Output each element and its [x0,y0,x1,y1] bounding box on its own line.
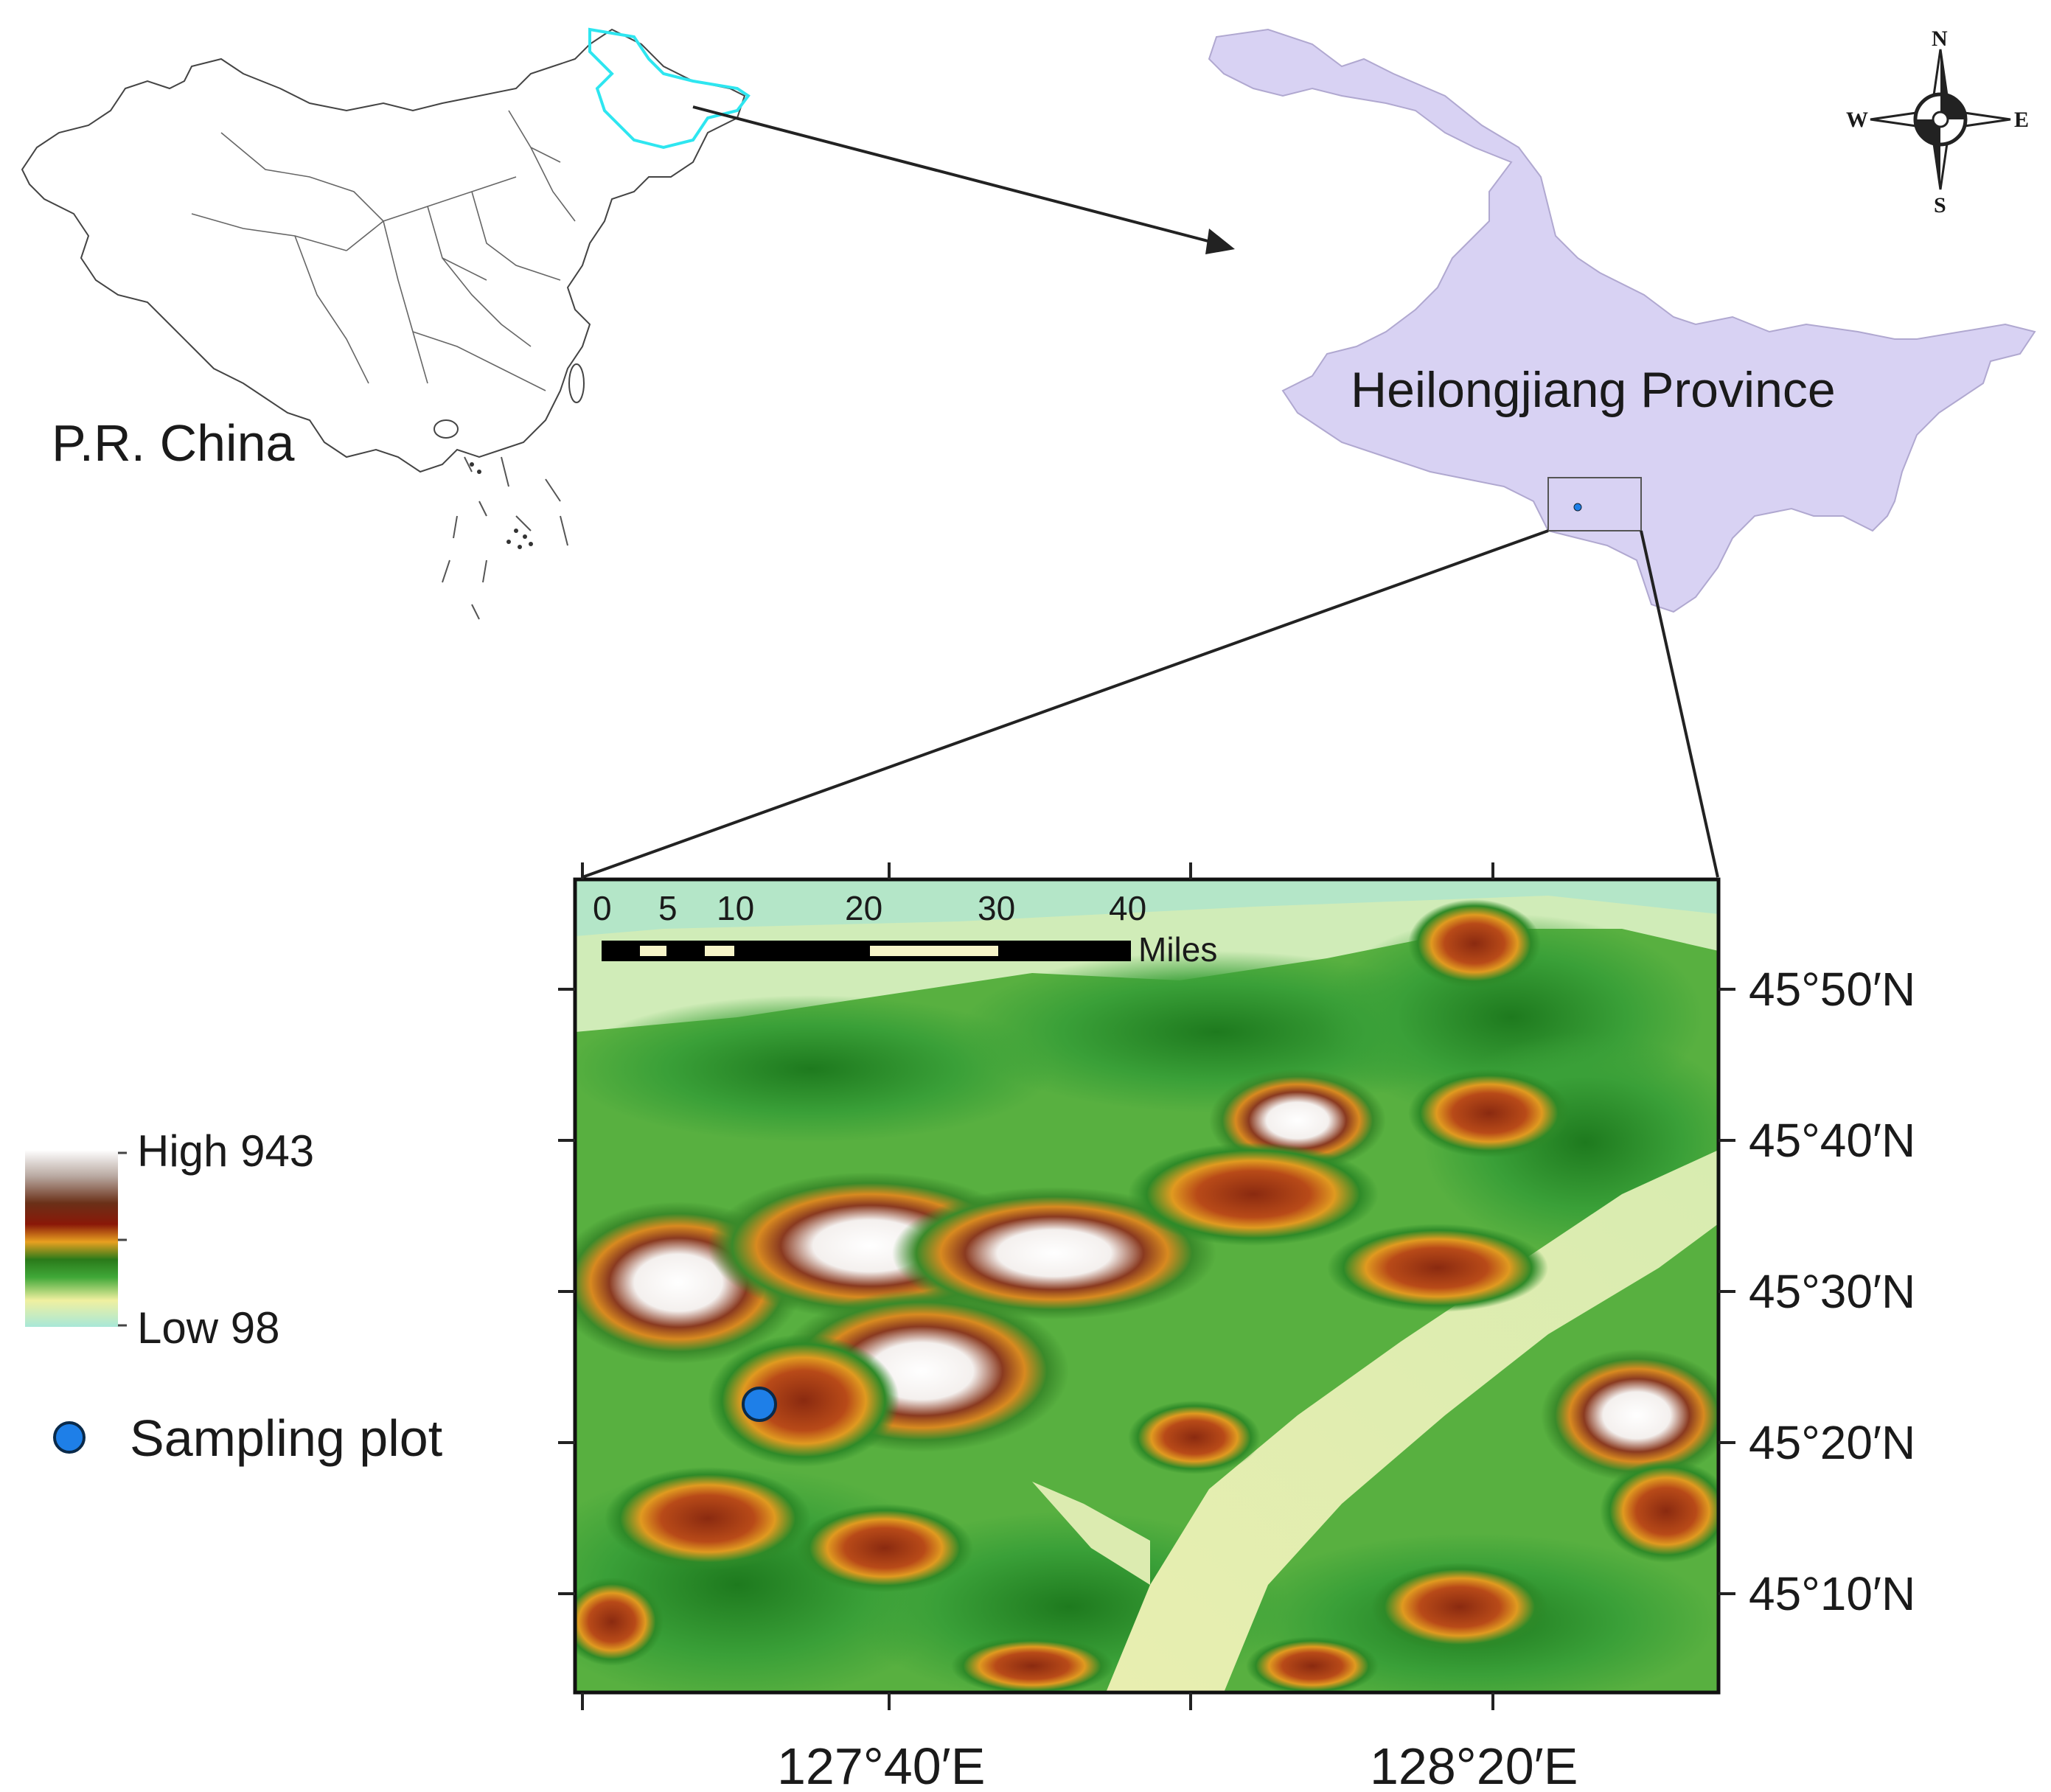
scale-tick: 0 [593,889,612,927]
scale-tick: 10 [717,889,754,927]
latitude-labels: 45°50′N 45°40′N 45°30′N 45°20′N 45°10′N [1749,963,1915,1620]
compass-e: E [2014,108,2029,132]
study-area-dot [1573,503,1582,512]
lon-label: 128°20′E [1370,1737,1578,1792]
compass-w: W [1846,108,1868,132]
province-label: Heilongjiang Province [1351,362,1836,418]
legend-low: Low 98 [137,1303,279,1353]
zoom-lines [582,529,1719,879]
axis-ticks [558,862,1735,1710]
south-china-sea-islands [442,456,568,620]
lat-label: 45°20′N [1749,1416,1915,1469]
legend: High 943 Low 98 Sampling plot [25,1126,442,1467]
scale-tick: 5 [658,889,678,927]
lon-label: 127°40′E [777,1737,985,1792]
dem-frame [573,877,1721,1695]
elevation-ramp [25,1150,118,1327]
china-label: P.R. China [52,414,295,472]
lat-label: 45°50′N [1749,963,1915,1016]
scale-tick: 20 [845,889,882,927]
scale-bar: 0 5 10 20 30 40 Miles [593,889,1217,969]
china-map [21,27,751,620]
legend-sampling-label: Sampling plot [130,1409,442,1467]
sampling-plot-marker [742,1387,777,1422]
legend-high: High 943 [137,1126,314,1176]
lat-label: 45°10′N [1749,1567,1915,1620]
province-borders [191,110,576,391]
legend-sampling-icon [53,1421,86,1454]
scale-tick: 30 [978,889,1015,927]
compass-s: S [1934,193,1946,217]
compass-rose: N S W E [1846,27,2029,217]
china-outline [21,28,746,473]
hainan-island [433,419,459,439]
heilongjiang-highlight [588,27,751,150]
dem-map [575,879,1719,1692]
scale-unit: Miles [1138,930,1217,969]
compass-n: N [1932,27,1948,51]
lat-label: 45°30′N [1749,1265,1915,1318]
scale-tick: 40 [1109,889,1146,927]
zoom-arrow [692,105,1235,254]
lat-label: 45°40′N [1749,1114,1915,1167]
island-dots [470,462,533,549]
taiwan-island [568,363,585,403]
study-area-box [1547,477,1642,531]
heilongjiang-province [1208,28,2036,613]
